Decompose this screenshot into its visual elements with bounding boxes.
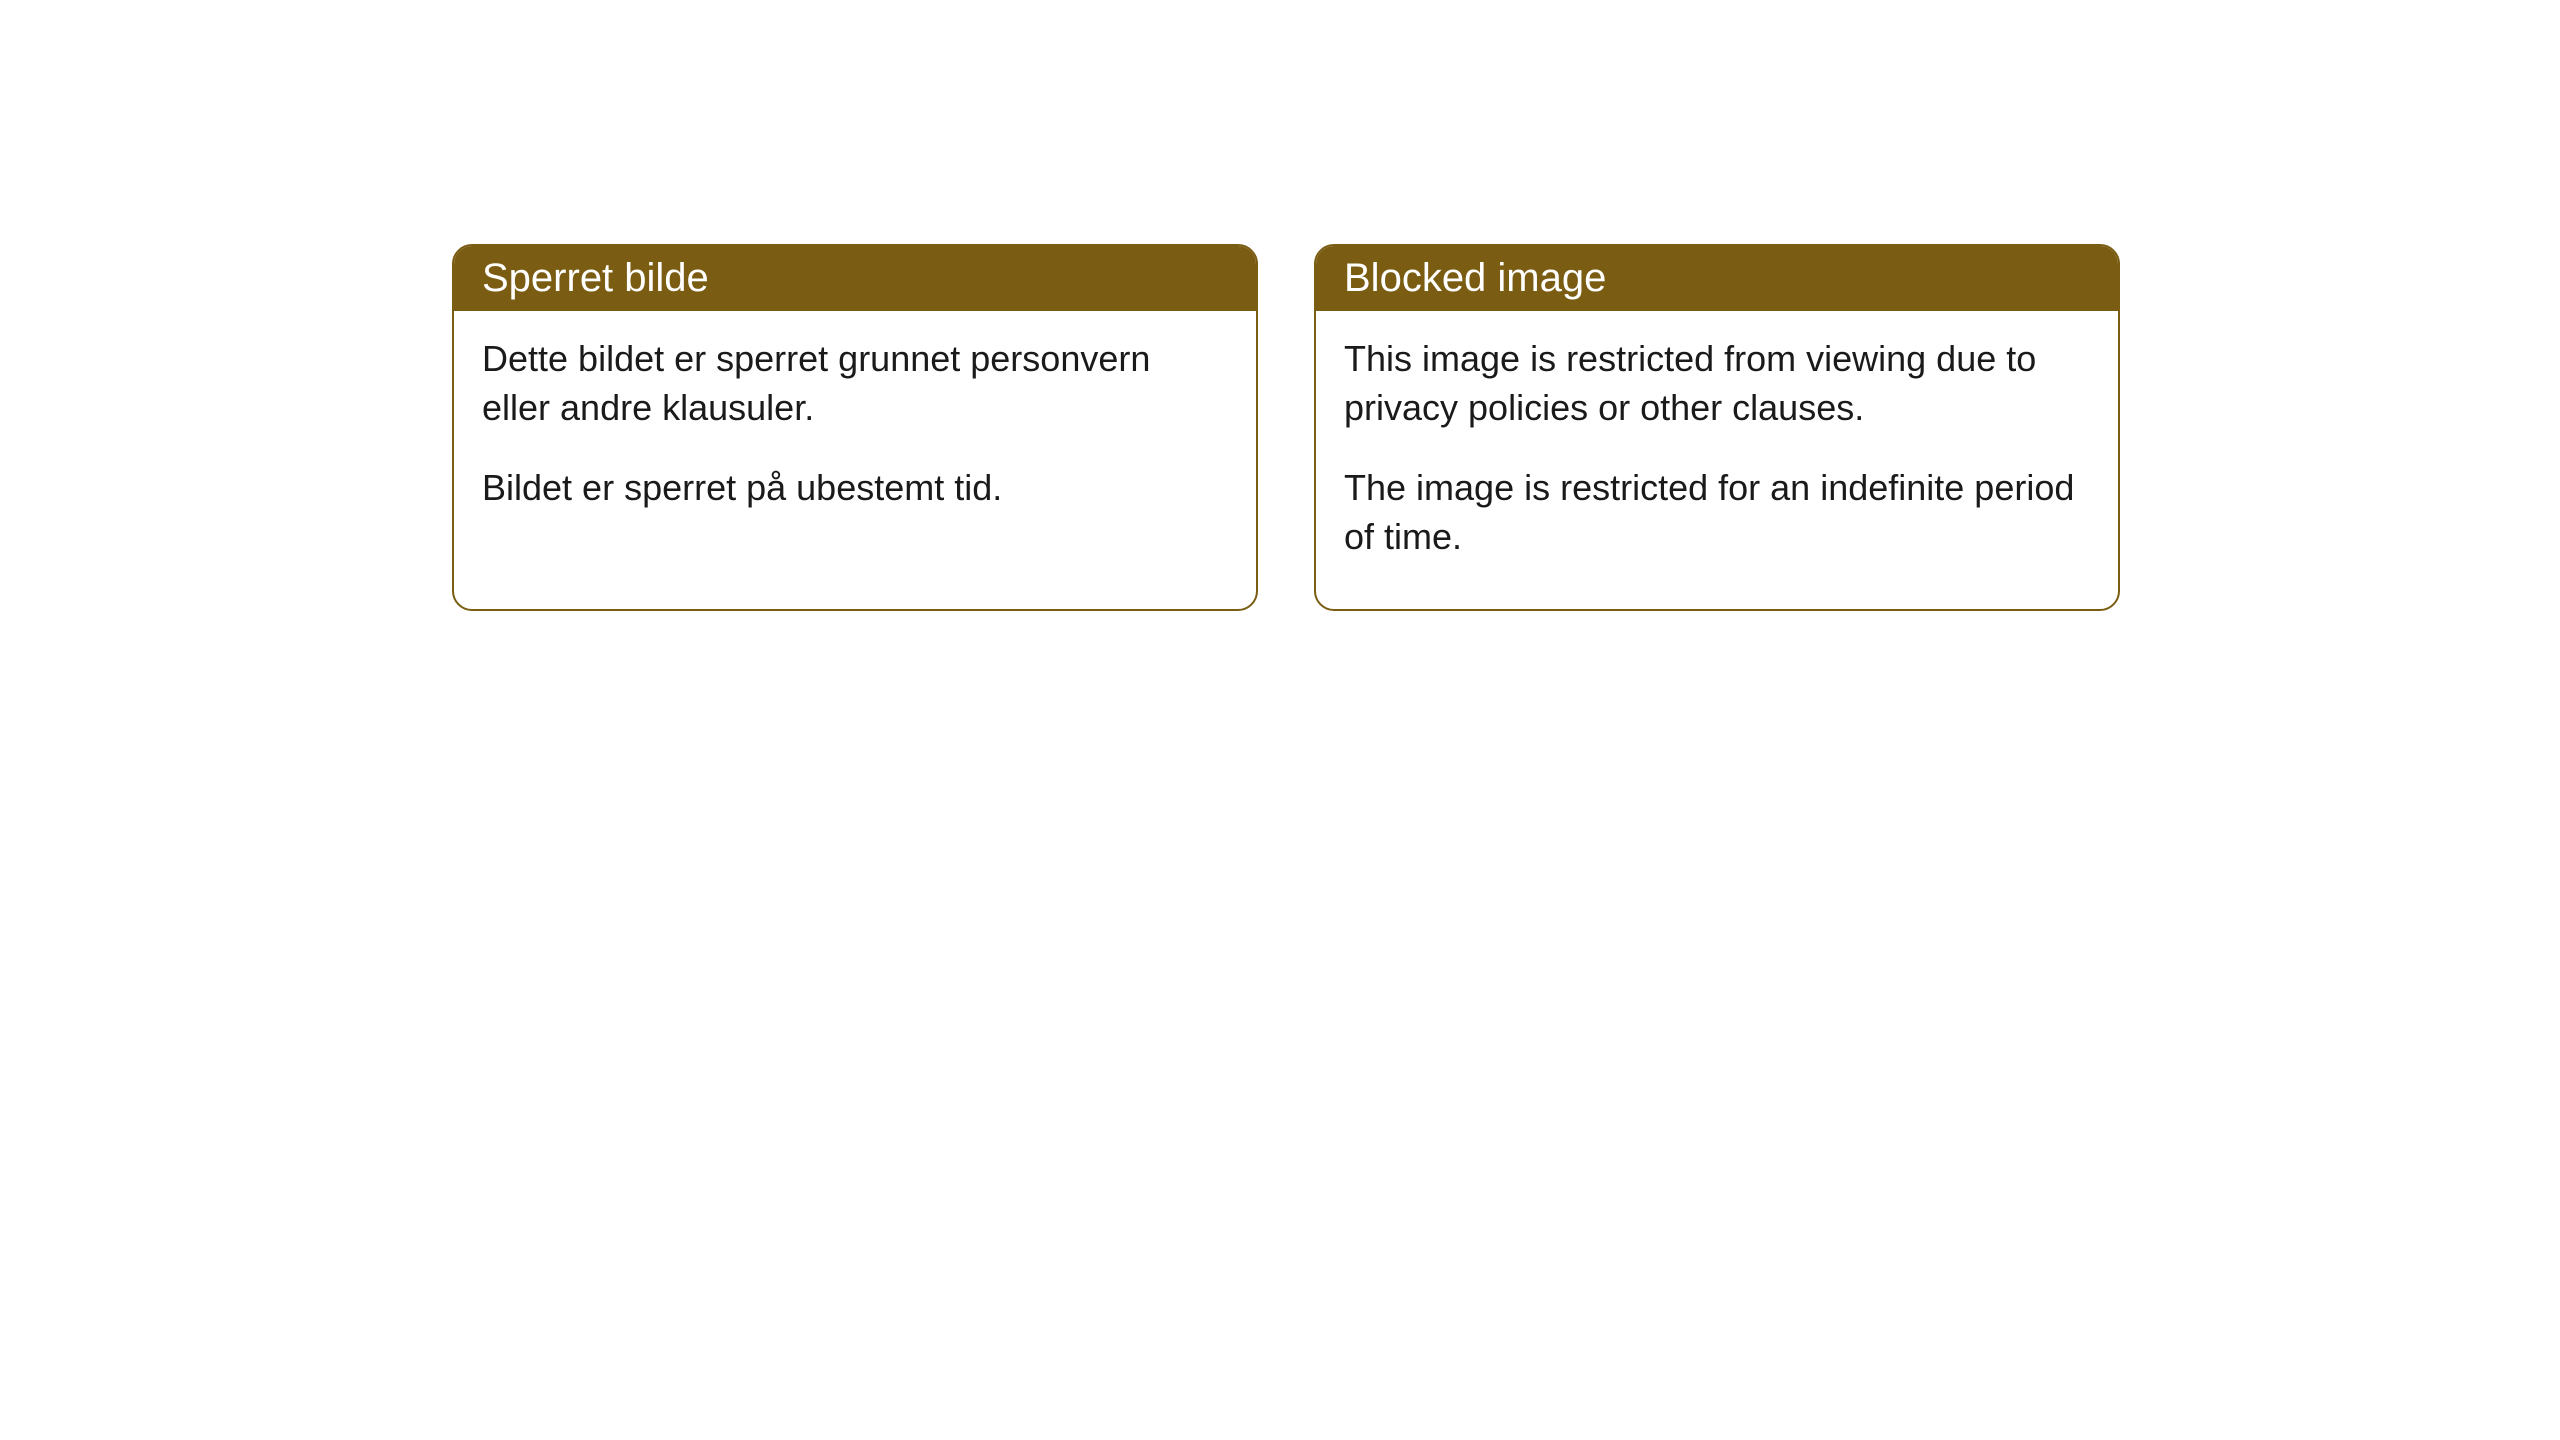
notice-title: Sperret bilde: [482, 256, 709, 300]
notice-title: Blocked image: [1344, 256, 1606, 300]
notice-paragraph: Dette bildet er sperret grunnet personve…: [482, 335, 1228, 432]
notice-paragraph: This image is restricted from viewing du…: [1344, 335, 2090, 432]
notice-container: Sperret bilde Dette bildet er sperret gr…: [452, 244, 2120, 611]
notice-paragraph: The image is restricted for an indefinit…: [1344, 464, 2090, 561]
notice-card-english: Blocked image This image is restricted f…: [1314, 244, 2120, 611]
notice-header: Blocked image: [1316, 246, 2118, 311]
notice-header: Sperret bilde: [454, 246, 1256, 311]
notice-body: This image is restricted from viewing du…: [1316, 311, 2118, 609]
notice-body: Dette bildet er sperret grunnet personve…: [454, 311, 1256, 561]
notice-card-norwegian: Sperret bilde Dette bildet er sperret gr…: [452, 244, 1258, 611]
notice-paragraph: Bildet er sperret på ubestemt tid.: [482, 464, 1228, 513]
